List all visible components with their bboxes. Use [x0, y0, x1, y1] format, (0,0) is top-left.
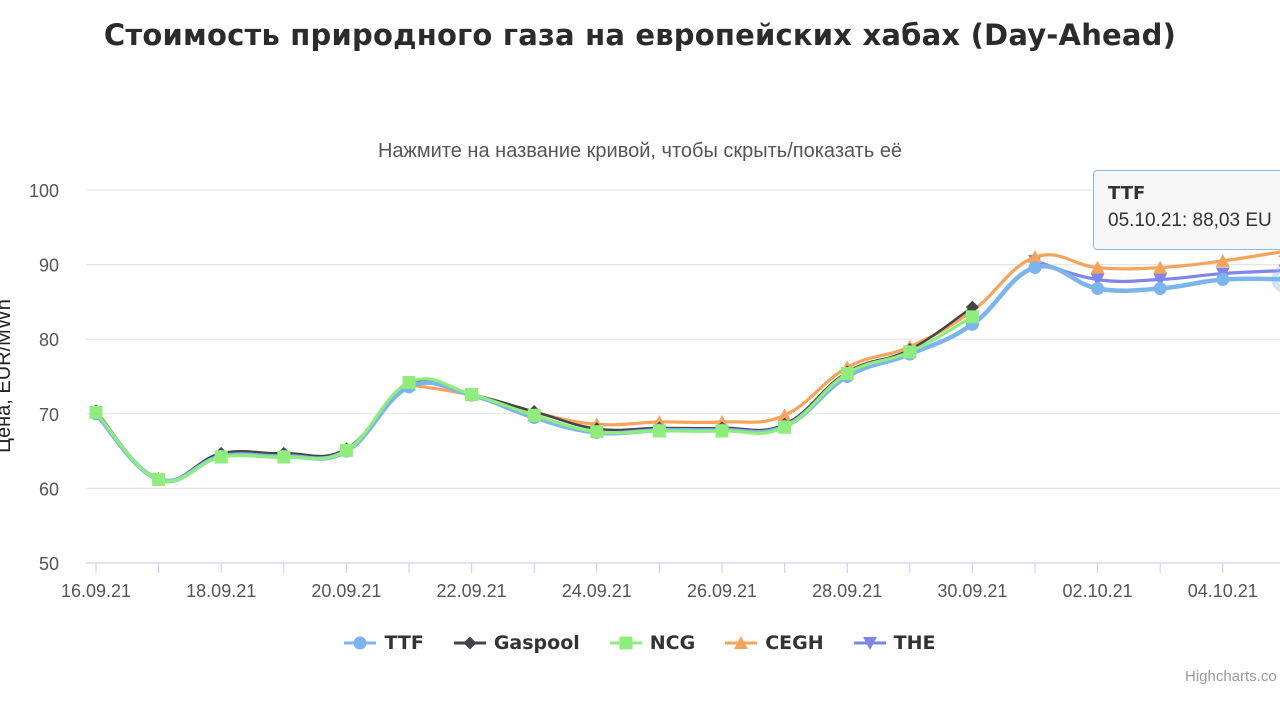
data-point-ncg[interactable]	[652, 424, 666, 438]
grid-lines	[86, 189, 1280, 564]
x-tick-label: 28.09.21	[812, 581, 882, 601]
legend-symbol-the	[853, 637, 886, 650]
legend-marker[interactable]	[619, 636, 633, 650]
legend-item-gaspool[interactable]: Gaspool	[453, 632, 580, 654]
y-tick-label: 50	[39, 554, 59, 574]
legend-label: NCG	[649, 632, 696, 654]
legend-label: TTF	[384, 632, 424, 654]
credits-link[interactable]: Highcharts.co	[1185, 668, 1277, 685]
y-axis-label: Цена, EUR/MWh	[0, 299, 15, 453]
legend-item-the[interactable]: THE	[853, 632, 936, 654]
legend-label: CEGH	[765, 632, 824, 654]
data-point-ncg[interactable]	[965, 310, 979, 324]
legend-item-ttf[interactable]: TTF	[344, 632, 424, 654]
tooltip-series: TTF	[1108, 183, 1146, 204]
data-point-cegh[interactable]	[1028, 250, 1042, 264]
y-tick-label: 100	[29, 181, 59, 201]
legend-label: THE	[893, 632, 936, 654]
data-point-the[interactable]	[1153, 273, 1168, 287]
data-point-cegh[interactable]	[777, 408, 792, 422]
chart-title: Стоимость природного газа на европейских…	[103, 18, 1177, 52]
legend-symbol-gaspool	[453, 636, 486, 650]
y-tick-label: 60	[39, 479, 59, 499]
data-point-ncg[interactable]	[840, 367, 854, 381]
series-ncg[interactable]	[89, 310, 979, 486]
legend-marker[interactable]	[734, 636, 749, 649]
data-point-ncg[interactable]	[339, 443, 353, 457]
x-tick-label: 26.09.21	[687, 581, 757, 601]
x-tick-label: 22.09.21	[437, 581, 507, 601]
y-tick-label: 80	[39, 330, 59, 350]
chart-subtitle: Нажмите на название кривой, чтобы скрыть…	[377, 140, 903, 162]
x-tick-label: 04.10.21	[1188, 581, 1258, 601]
legend-marker[interactable]	[862, 637, 877, 650]
data-point-ttf[interactable]	[1028, 261, 1042, 275]
data-point-the[interactable]	[1090, 273, 1105, 287]
x-tick-label: 18.09.21	[186, 581, 256, 601]
data-point-ncg[interactable]	[152, 472, 166, 486]
data-point-cegh[interactable]	[1153, 260, 1168, 274]
series-line-ttf[interactable]	[94, 264, 1280, 484]
data-point-ttf[interactable]	[1091, 281, 1105, 295]
data-point-ncg[interactable]	[903, 345, 917, 359]
x-tick-label: 20.09.21	[311, 581, 381, 601]
x-tick-label: 02.10.21	[1063, 581, 1133, 601]
x-tick-label: 30.09.21	[937, 581, 1007, 601]
tooltip-value: 05.10.21: 88,03 EU	[1108, 210, 1272, 231]
x-tick-label: 16.09.21	[61, 581, 131, 601]
data-point-ncg[interactable]	[89, 405, 103, 419]
data-point-ncg[interactable]	[402, 375, 416, 389]
data-point-ncg[interactable]	[277, 450, 291, 464]
data-point-ttf[interactable]	[1216, 273, 1230, 287]
data-point-ncg[interactable]	[527, 408, 541, 422]
legend-marker[interactable]	[463, 636, 477, 650]
tooltip: TTF 05.10.21: 88,03 EU	[1093, 170, 1280, 250]
x-tick-label: 24.09.21	[562, 581, 632, 601]
data-point-ncg[interactable]	[715, 424, 729, 438]
x-axis: 16.09.21 18.09.21 20.09.21 22.09.21 24.09.21…	[61, 563, 1258, 601]
legend-symbol-cegh	[725, 636, 758, 649]
y-axis: 50 60 70 80 90 100	[29, 181, 59, 574]
y-tick-label: 70	[39, 405, 59, 425]
data-point-ncg[interactable]	[778, 420, 792, 434]
hover-halo	[1271, 266, 1280, 293]
legend: TTF Gaspool NCG CEGH THE	[0, 632, 1280, 654]
data-point-ncg[interactable]	[465, 387, 479, 401]
data-point-ttf[interactable]	[1153, 281, 1167, 295]
data-point-ncg[interactable]	[214, 450, 228, 464]
legend-item-ncg[interactable]: NCG	[609, 632, 696, 654]
data-point-cegh[interactable]	[1090, 260, 1105, 274]
legend-label: Gaspool	[493, 632, 580, 654]
legend-symbol-ncg	[609, 636, 642, 650]
y-tick-label: 90	[39, 256, 59, 276]
legend-symbol-ttf	[344, 636, 377, 650]
data-point-cegh[interactable]	[1215, 253, 1230, 267]
legend-marker[interactable]	[353, 636, 367, 650]
legend-item-cegh[interactable]: CEGH	[725, 632, 824, 654]
series-group	[89, 244, 1280, 486]
series-cegh[interactable]	[402, 244, 1280, 431]
data-point-ncg[interactable]	[590, 425, 604, 439]
series-line-ncg[interactable]	[94, 315, 974, 483]
series-line-cegh[interactable]	[408, 250, 1280, 427]
